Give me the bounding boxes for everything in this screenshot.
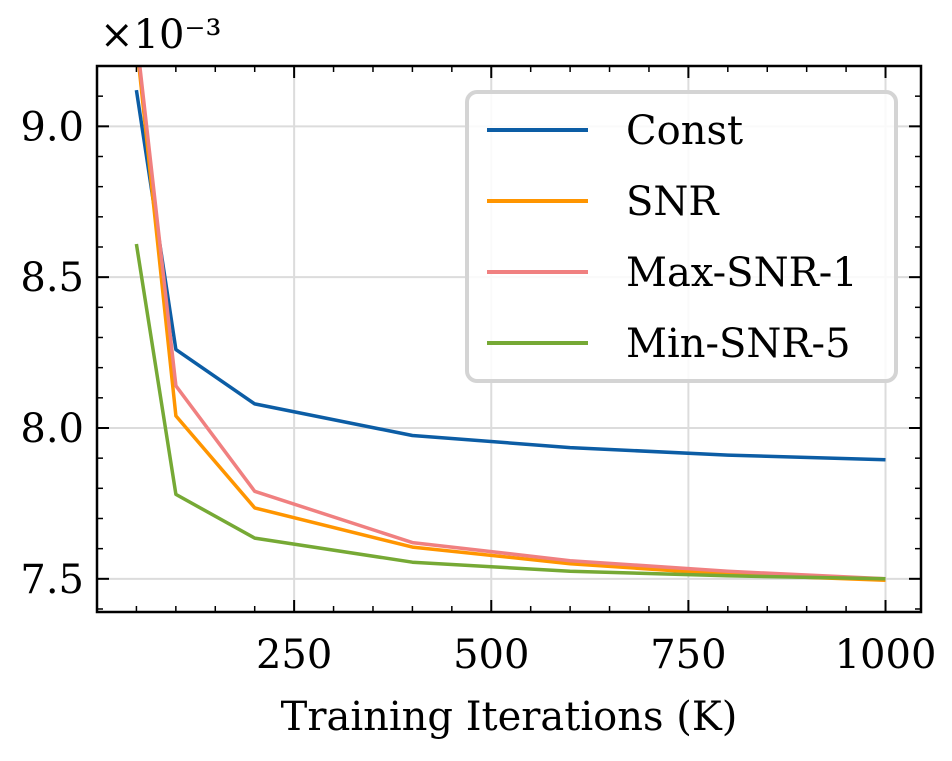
y-scale-label: ×10⁻³ (100, 12, 222, 58)
y-tick-label: 9.0 (20, 104, 84, 150)
legend-box (465, 90, 898, 383)
legend-label: Max-SNR-1 (626, 250, 858, 296)
series-line-max-snr-1 (138, 66, 886, 581)
y-tick-label: 7.5 (20, 557, 84, 603)
series-line-min-snr-5 (134, 243, 886, 581)
plot-series (134, 66, 886, 583)
y-tick-label: 8.5 (20, 255, 84, 301)
axis-ticks (97, 65, 921, 612)
legend-label: SNR (626, 179, 720, 225)
x-tick-label: 750 (650, 632, 726, 678)
legend-label: Const (626, 108, 743, 154)
x-tick-label: 1000 (835, 632, 937, 678)
x-tick-label: 250 (256, 632, 332, 678)
y-tick-label: 8.0 (20, 406, 84, 452)
tick-labels: 250 500 750 1000 7.5 8.0 8.5 9.0 (20, 104, 936, 678)
x-axis-label: Training Iterations (K) (281, 694, 738, 740)
plot-frame (95, 64, 923, 614)
legend-label: Min-SNR-5 (626, 321, 851, 367)
series-line-const (134, 89, 886, 462)
x-tick-label: 500 (453, 632, 529, 678)
legend: Const SNR Max-SNR-1 Min-SNR-5 (465, 90, 898, 383)
